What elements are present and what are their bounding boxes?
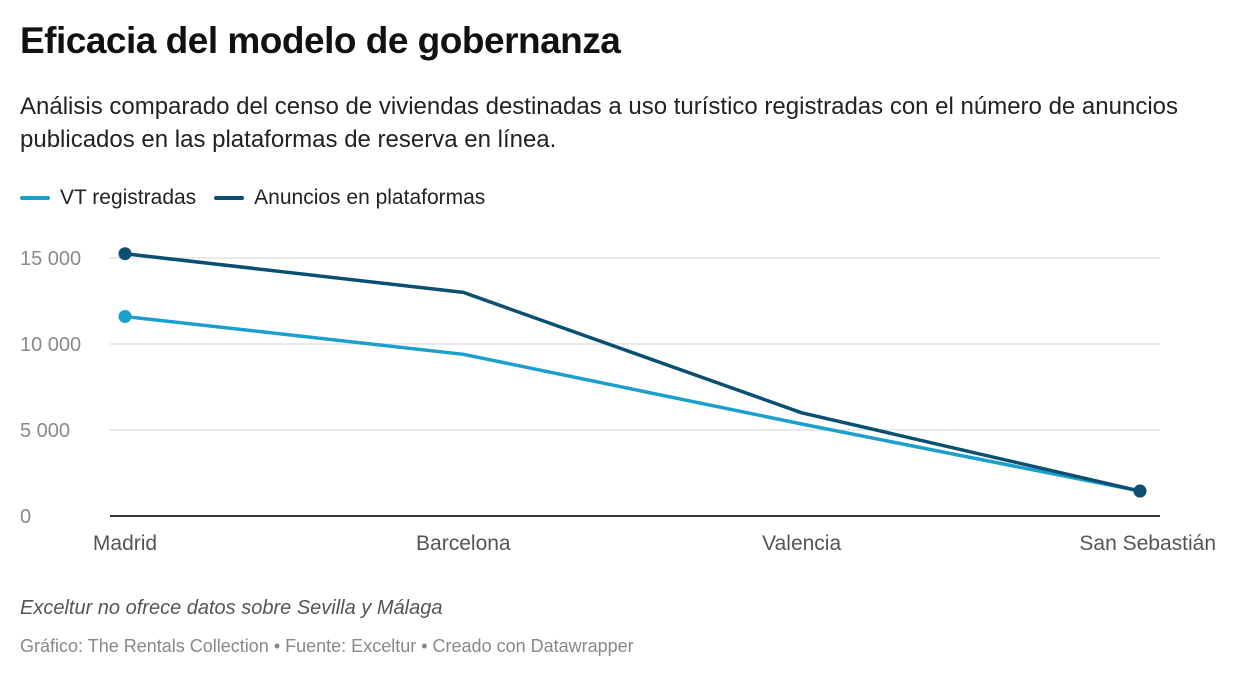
y-tick-label: 5 000 [20, 420, 70, 442]
y-tick-label: 15 000 [20, 248, 81, 270]
legend-item-anuncios: Anuncios en plataformas [214, 186, 485, 210]
x-tick-label: San Sebastián [1079, 532, 1216, 555]
chart-legend: VT registradas Anuncios en plataformas [20, 186, 485, 210]
chart-title: Eficacia del modelo de gobernanza [20, 20, 621, 61]
x-tick-label: Madrid [93, 532, 157, 555]
credit-separator: • [421, 636, 428, 656]
credit-separator: • [273, 636, 281, 656]
series-line-vt-registradas [123, 314, 1142, 493]
x-tick-label: Valencia [762, 532, 841, 555]
legend-swatch-anuncios [214, 196, 245, 200]
x-tick-label: Barcelona [416, 532, 511, 555]
chart-subtitle: Análisis comparado del censo de vivienda… [20, 93, 1178, 153]
chart-credits: Gráfico: The Rentals Collection • Fuente… [20, 636, 634, 657]
credit-grafico: Gráfico: The Rentals Collection [20, 636, 269, 656]
series-line-anuncios [123, 251, 1142, 493]
legend-item-vt-registradas: VT registradas [20, 186, 196, 210]
credit-fuente: Fuente: Exceltur [285, 636, 417, 656]
data-point-anuncios [118, 247, 132, 261]
legend-swatch-vt-registradas [20, 196, 50, 200]
data-point-anuncios [1133, 484, 1147, 498]
chart-note: Exceltur no ofrece datos sobre Sevilla y… [20, 597, 443, 619]
y-tick-label: 10 000 [20, 334, 81, 356]
y-tick-label: 0 [20, 506, 31, 528]
credit-creado: Creado con Datawrapper [432, 636, 634, 656]
legend-label-anuncios: Anuncios en plataformas [254, 186, 486, 209]
data-point-vt-registradas [118, 309, 132, 323]
legend-label-vt-registradas: VT registradas [60, 186, 197, 209]
